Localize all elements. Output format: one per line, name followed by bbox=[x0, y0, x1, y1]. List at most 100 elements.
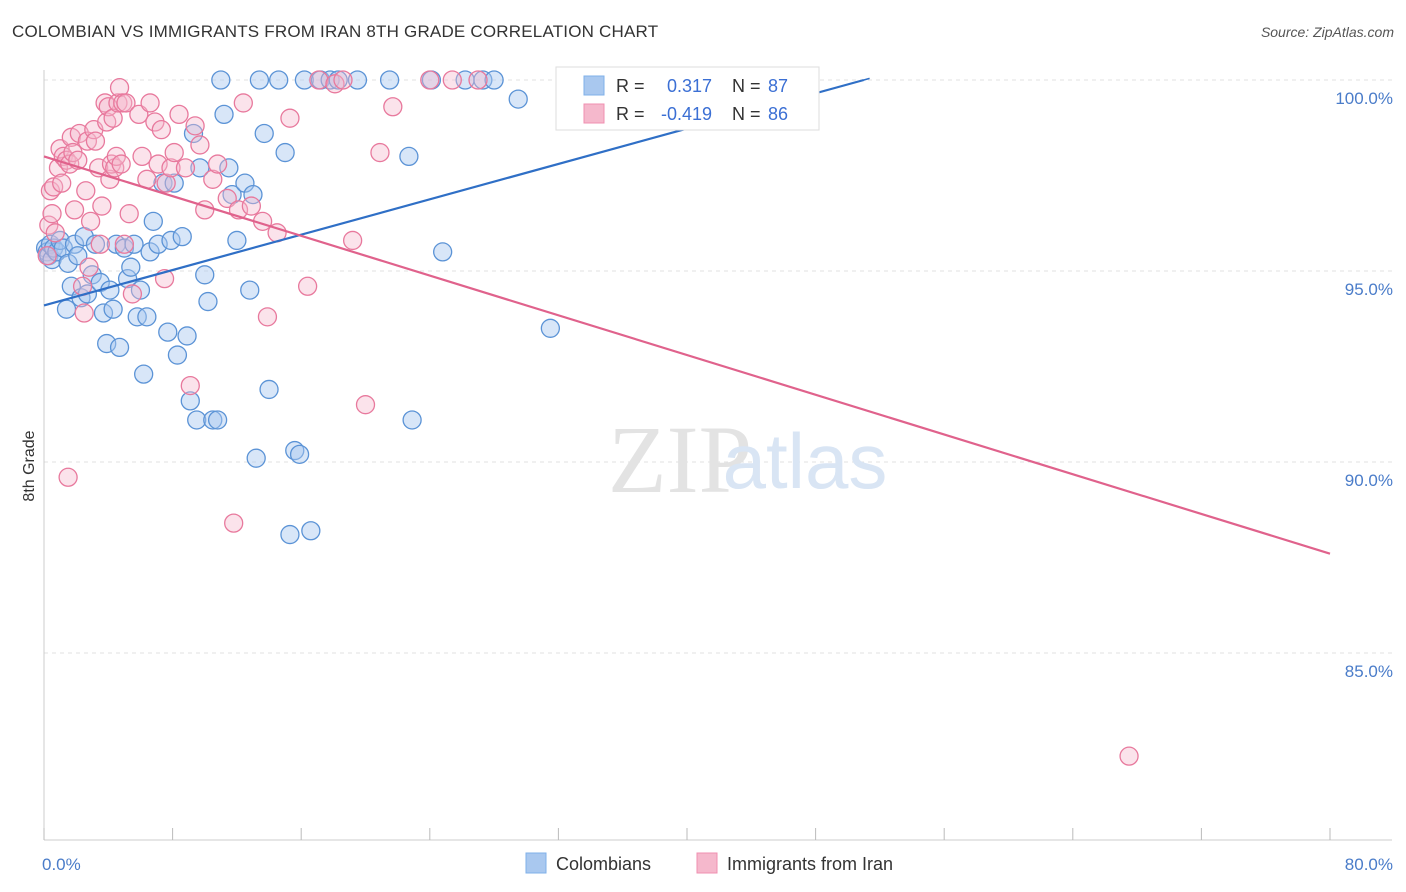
point-colombians bbox=[211, 70, 231, 90]
point-iran bbox=[90, 234, 110, 254]
point-colombians bbox=[227, 230, 247, 251]
point-iran bbox=[207, 154, 228, 174]
point-colombians bbox=[289, 444, 310, 465]
point-iran bbox=[169, 104, 189, 125]
point-iran bbox=[111, 154, 131, 174]
point-iran bbox=[58, 467, 78, 487]
point-colombians bbox=[207, 410, 228, 430]
point-colombians bbox=[246, 448, 266, 468]
bottom-legend-label-iran: Immigrants from Iran bbox=[727, 854, 893, 874]
point-colombians bbox=[183, 123, 204, 144]
grid-lines bbox=[44, 79, 1392, 654]
point-iran bbox=[103, 108, 123, 128]
point-iran bbox=[151, 120, 171, 140]
point-colombians bbox=[103, 299, 123, 319]
legend-r-label-2: R = bbox=[616, 104, 645, 124]
legend-box: R = 0.317 N = 87 R = -0.419 N = 86 bbox=[555, 66, 820, 131]
point-colombians bbox=[143, 211, 163, 231]
point-iran bbox=[122, 284, 143, 304]
point-iran bbox=[77, 131, 98, 151]
point-colombians bbox=[58, 253, 78, 274]
bottom-legend-swatch-pink bbox=[696, 852, 718, 874]
point-iran bbox=[76, 181, 96, 201]
point-colombians bbox=[254, 123, 274, 144]
point-colombians bbox=[172, 226, 192, 247]
point-iran bbox=[79, 257, 99, 277]
point-iran bbox=[342, 230, 363, 251]
trend-line-iran bbox=[43, 155, 1331, 555]
legend-r-value-1: 0.317 bbox=[667, 76, 712, 96]
point-colombians bbox=[137, 307, 157, 327]
point-colombians bbox=[198, 291, 218, 312]
point-colombians bbox=[379, 70, 400, 90]
point-iran bbox=[190, 135, 210, 155]
point-iran bbox=[64, 200, 85, 220]
point-colombians bbox=[164, 173, 184, 193]
point-colombians bbox=[280, 524, 300, 545]
point-colombians bbox=[484, 70, 504, 90]
point-colombians bbox=[473, 70, 493, 90]
legend-n-value-1: 87 bbox=[768, 76, 788, 96]
point-iran bbox=[161, 158, 181, 178]
legend-r-label-1: R = bbox=[616, 76, 645, 96]
source-note: Source: ZipAtlas.com bbox=[1260, 24, 1394, 40]
point-iran bbox=[132, 146, 152, 167]
point-iran bbox=[241, 196, 262, 216]
legend-r-value-2: -0.419 bbox=[661, 104, 712, 124]
legend-n-value-2: 86 bbox=[768, 104, 788, 124]
point-colombians bbox=[399, 146, 419, 167]
point-iran bbox=[80, 211, 101, 231]
point-iran bbox=[52, 173, 72, 193]
point-colombians bbox=[540, 318, 561, 338]
point-colombians bbox=[249, 70, 270, 90]
point-colombians bbox=[187, 410, 207, 430]
x-tick-label: 80.0% bbox=[1345, 855, 1393, 874]
point-colombians bbox=[301, 521, 321, 541]
point-iran bbox=[280, 108, 300, 128]
point-iran bbox=[114, 234, 135, 254]
point-colombians bbox=[64, 234, 85, 254]
point-colombians bbox=[347, 70, 368, 90]
point-colombians bbox=[294, 70, 315, 90]
point-iran bbox=[297, 276, 318, 296]
bottom-legend-swatch-blue bbox=[525, 852, 547, 874]
point-iran bbox=[257, 307, 278, 327]
axes bbox=[43, 70, 1392, 841]
point-colombians bbox=[508, 89, 528, 109]
point-iran bbox=[333, 70, 353, 90]
point-iran bbox=[224, 513, 244, 533]
point-iran bbox=[119, 204, 139, 224]
point-colombians bbox=[275, 142, 295, 163]
watermark-atlas: atlas bbox=[723, 417, 888, 505]
point-colombians bbox=[158, 322, 178, 342]
point-colombians bbox=[402, 410, 422, 430]
point-iran bbox=[140, 93, 160, 113]
point-iran bbox=[175, 158, 196, 178]
point-iran bbox=[370, 142, 390, 163]
point-iran bbox=[145, 112, 165, 132]
point-iran bbox=[108, 93, 128, 113]
x-tick-labels: 0.0% 80.0% bbox=[42, 855, 1393, 874]
bottom-legend: Colombians Immigrants from Iran bbox=[525, 852, 893, 874]
point-iran bbox=[37, 246, 57, 266]
point-colombians bbox=[240, 280, 260, 300]
point-colombians bbox=[214, 104, 234, 125]
point-iran bbox=[233, 93, 253, 113]
point-colombians bbox=[195, 265, 215, 285]
point-colombians bbox=[68, 246, 88, 266]
legend-n-label-1: N = bbox=[732, 76, 761, 96]
y-axis-label: 8th Grade bbox=[21, 430, 38, 501]
point-iran bbox=[420, 70, 440, 90]
series-colombians bbox=[35, 70, 689, 545]
point-iran bbox=[309, 70, 329, 90]
point-colombians bbox=[109, 337, 130, 358]
point-iran bbox=[74, 303, 94, 323]
series-iran bbox=[37, 70, 1139, 766]
point-colombians bbox=[167, 345, 188, 365]
y-tick-labels: 100.0% 95.0% 90.0% 85.0% bbox=[1335, 89, 1393, 681]
point-colombians bbox=[203, 410, 223, 430]
point-iran bbox=[383, 97, 403, 117]
point-colombians bbox=[93, 303, 114, 323]
point-iran bbox=[69, 123, 90, 144]
